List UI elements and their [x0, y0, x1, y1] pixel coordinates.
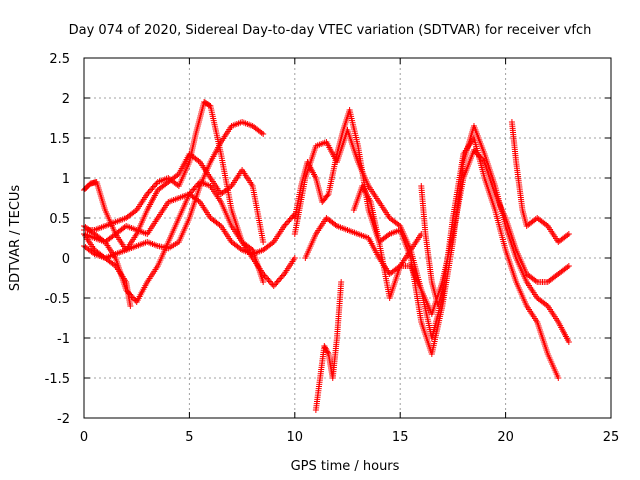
data-point: [322, 345, 329, 352]
chart-title: Day 074 of 2020, Sidereal Day-to-day VTE…: [69, 23, 592, 38]
x-tick-label: 25: [603, 430, 620, 445]
data-point: [260, 131, 267, 137]
y-tick-label: -1.5: [45, 372, 70, 387]
data-point: [321, 343, 328, 349]
data-point: [565, 231, 572, 237]
data-point: [323, 347, 330, 353]
data-point: [260, 239, 267, 245]
x-tick-label: 15: [392, 430, 409, 445]
data-point: [324, 349, 331, 356]
series-t10: [350, 183, 425, 301]
data-point: [127, 303, 134, 309]
data-point: [291, 255, 298, 261]
series-t3: [81, 119, 267, 253]
x-tick-label: 5: [185, 430, 193, 445]
series-t2: [81, 151, 267, 261]
y-tick-label: 0.5: [49, 212, 70, 227]
series-t13: [312, 279, 345, 413]
tick-layer: 0 5 10 15 20 25 2.5 2 1.5 1 0.5 0 -0.5 -1 -1.5 -2: [45, 52, 620, 445]
y-tick-label: -2: [57, 412, 70, 427]
data-point: [324, 192, 331, 199]
y-tick-label: 2: [62, 92, 70, 107]
x-axis-label: GPS time / hours: [291, 459, 400, 474]
series-t9: [302, 147, 572, 317]
series-t11: [508, 119, 572, 245]
y-tick-label: 1.5: [49, 132, 70, 147]
series-t5: [81, 99, 267, 285]
y-tick-label: 0: [62, 252, 70, 267]
data-point: [439, 287, 446, 293]
grid-layer: [84, 58, 611, 418]
y-axis-label: SDTVAR / TECUs: [8, 185, 23, 292]
data-point: [555, 375, 562, 381]
data-layer: [81, 99, 572, 413]
y-tick-label: -1: [57, 332, 70, 347]
x-tick-label: 20: [497, 430, 514, 445]
data-point: [338, 279, 345, 285]
series-t6: [81, 231, 134, 309]
x-tick-label: 0: [80, 430, 88, 445]
data-point: [324, 348, 331, 355]
plot-frame: [83, 57, 612, 419]
data-point: [322, 344, 329, 351]
y-tick-label: 1: [62, 172, 70, 187]
data-point: [565, 339, 572, 345]
data-point: [565, 263, 572, 269]
data-point: [260, 279, 267, 285]
x-tick-label: 10: [287, 430, 304, 445]
y-tick-label: 2.5: [49, 52, 70, 67]
series-t12: [418, 183, 446, 309]
y-tick-label: -0.5: [45, 292, 70, 307]
